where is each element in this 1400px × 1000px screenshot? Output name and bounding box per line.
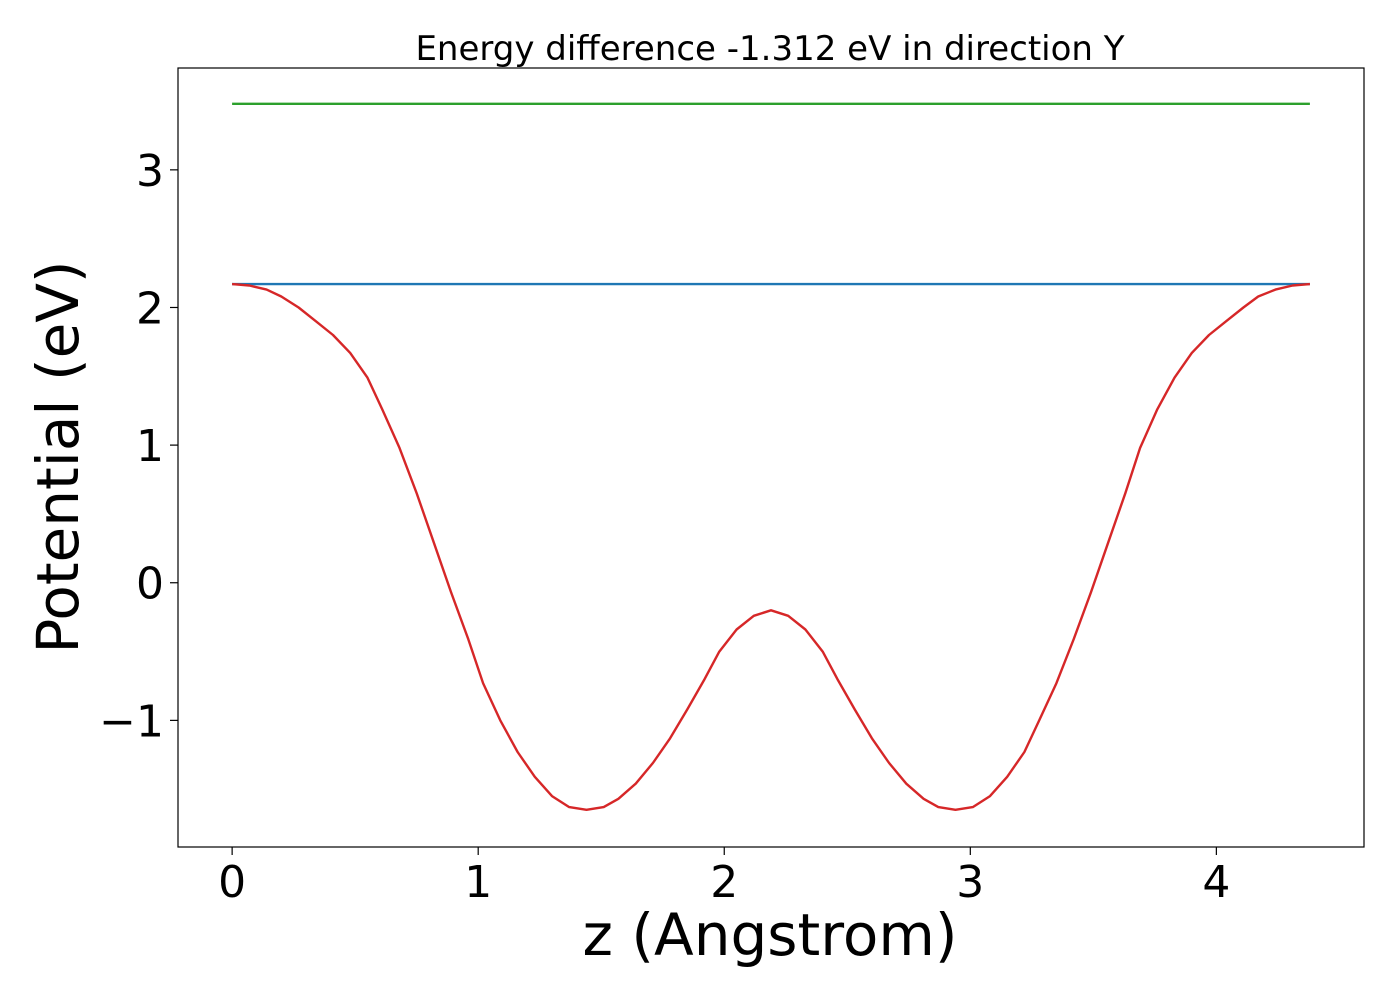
x-tick-label: 3: [956, 857, 984, 908]
series-layer: [232, 102, 1310, 811]
y-axis: −1 0 1 2 3: [99, 146, 178, 747]
x-tick-label: 1: [464, 857, 492, 908]
plot-frame: [177, 67, 1365, 848]
y-tick-label: 0: [136, 559, 164, 610]
y-tick-label: 2: [136, 283, 164, 334]
x-tick-label: 0: [218, 857, 246, 908]
y-tick-label: 3: [136, 146, 164, 197]
chart-title: Energy difference -1.312 eV in direction…: [415, 29, 1124, 69]
x-axis: 0 1 2 3 4: [218, 847, 1230, 908]
x-axis-title: z (Angstrom): [583, 901, 958, 969]
y-tick-label: −1: [99, 696, 164, 747]
series-line-2: [232, 282, 1310, 811]
y-axis-title: Potential (eV): [24, 260, 92, 653]
y-tick-label: 1: [136, 421, 164, 472]
x-tick-label: 2: [710, 857, 738, 908]
x-tick-label: 4: [1202, 857, 1230, 908]
